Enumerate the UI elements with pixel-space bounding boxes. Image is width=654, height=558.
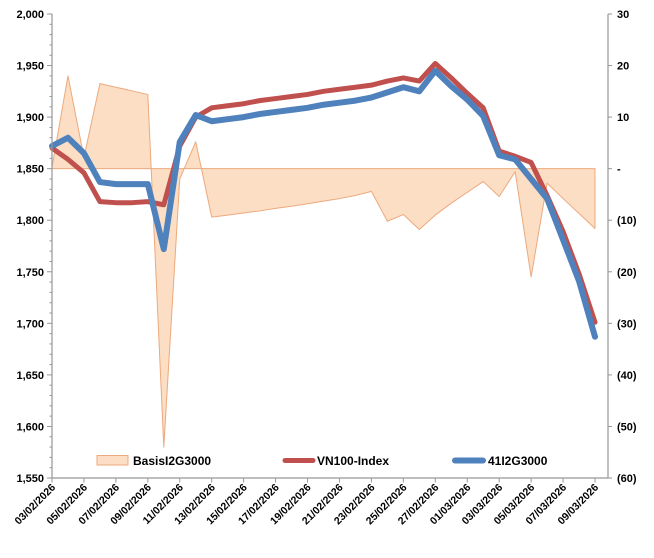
left-axis-label: 2,000 xyxy=(16,9,44,21)
left-axis-label: 1,600 xyxy=(16,421,44,433)
legend-label: 41I2G3000 xyxy=(488,454,548,468)
vn100-index-line xyxy=(49,60,598,325)
legend-item-41i2g3000: 41I2G3000 xyxy=(452,454,548,468)
41i2g3000-line xyxy=(49,67,598,340)
left-axis-label: 1,750 xyxy=(16,267,44,279)
left-axis-label: 1,900 xyxy=(16,112,44,124)
left-axis-label: 1,550 xyxy=(16,473,44,485)
series-area-basis xyxy=(51,75,596,448)
right-axis-label: - xyxy=(617,164,621,176)
right-axis-label: (50) xyxy=(617,421,637,433)
right-axis-label: (10) xyxy=(617,215,637,227)
right-axis-label: 30 xyxy=(617,9,629,21)
legend-item-basisi2g3000: BasisI2G3000 xyxy=(96,454,211,468)
basis-area-shape xyxy=(51,75,596,448)
left-axis-label: 1,650 xyxy=(16,370,44,382)
right-axis-label: (40) xyxy=(617,370,637,382)
x-axis: 03/02/202605/02/202607/02/202609/02/2026… xyxy=(12,478,601,527)
right-axis-label: 10 xyxy=(617,112,629,124)
legend-item-vn100-index: VN100-Index xyxy=(282,454,389,468)
right-axis-label: (30) xyxy=(617,318,637,330)
right-axis: 30 20 10 - (10) (20) (30) (40) (50) (60) xyxy=(608,9,637,485)
left-axis-label: 1,700 xyxy=(16,318,44,330)
right-axis-label: (60) xyxy=(617,473,637,485)
left-axis: 2,000 1,950 1,900 1,850 1,800 1,750 1,700 1,650… xyxy=(16,9,52,485)
left-axis-label: 1,950 xyxy=(16,61,44,73)
axes xyxy=(51,14,609,479)
legend-label: BasisI2G3000 xyxy=(133,454,211,468)
right-axis-label: (20) xyxy=(617,267,637,279)
left-axis-label: 1,850 xyxy=(16,164,44,176)
series-line-vn100-index xyxy=(49,60,598,325)
legend: BasisI2G3000 VN100-Index 41I2G3000 xyxy=(96,454,548,468)
legend-swatch-area xyxy=(96,455,129,466)
left-axis-label: 1,800 xyxy=(16,215,44,227)
legend-label: VN100-Index xyxy=(317,454,389,468)
right-axis-label: 20 xyxy=(617,61,629,73)
series-line-41i2g3000 xyxy=(49,67,598,340)
